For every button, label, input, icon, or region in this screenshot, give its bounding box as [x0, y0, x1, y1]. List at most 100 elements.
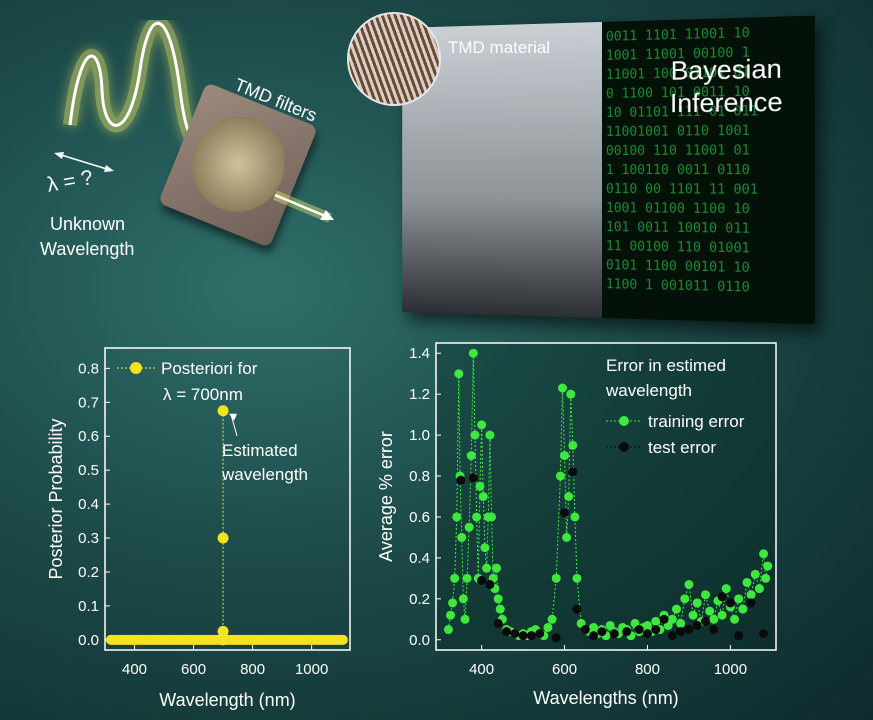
- test-error-point: [610, 629, 619, 638]
- training-error-point: [475, 482, 484, 491]
- y-tick-label: 0.6: [78, 428, 99, 445]
- y-tick-label: 0.4: [78, 496, 99, 513]
- test-error-point: [456, 476, 465, 485]
- training-error-point: [450, 574, 459, 583]
- y-axis-label: Posterior Probability: [46, 418, 66, 579]
- legend-marker-test: [619, 442, 629, 452]
- test-error-point: [572, 605, 581, 614]
- legend-title-1: Error in estimed: [606, 356, 726, 375]
- training-error-point: [668, 615, 677, 624]
- wavelength-label: Wavelength: [40, 239, 134, 260]
- training-error-point: [689, 611, 698, 620]
- test-error-point: [651, 625, 660, 634]
- x-tick-label: 1000: [714, 661, 747, 678]
- test-error-point: [535, 629, 544, 638]
- test-error-point: [469, 474, 478, 483]
- legend-marker-training: [619, 416, 629, 426]
- test-error-point: [519, 631, 528, 640]
- y-tick-label: 0.2: [78, 564, 99, 581]
- training-error-point: [543, 623, 552, 632]
- training-error-point: [470, 431, 479, 440]
- training-error-point: [730, 615, 739, 624]
- posterior-point: [218, 533, 229, 544]
- training-error-point: [496, 605, 505, 614]
- training-error-point: [562, 533, 571, 542]
- annotation-arrowhead: [229, 414, 237, 421]
- annotation-line-1: Estimated: [222, 441, 298, 460]
- training-error-point: [482, 564, 491, 573]
- training-error-point: [566, 390, 575, 399]
- test-error-point: [747, 598, 756, 607]
- training-error-point: [568, 441, 577, 450]
- training-error-point: [461, 615, 470, 624]
- bayesian-screen: 0011 1101 11001 10 1001 11001 00100 1 11…: [402, 16, 815, 325]
- training-error-point: [722, 584, 731, 593]
- y-axis-label: Average % error: [376, 431, 396, 562]
- test-error-point: [581, 625, 590, 634]
- training-error-point: [452, 512, 461, 521]
- training-error-point: [479, 492, 488, 501]
- test-error-point: [527, 631, 536, 640]
- training-error-point: [454, 369, 463, 378]
- test-error-point: [668, 631, 677, 640]
- training-error-point: [738, 605, 747, 614]
- legend-label-2: λ = 700nm: [163, 385, 243, 404]
- training-error-point: [463, 574, 472, 583]
- training-error-point: [492, 564, 501, 573]
- training-error-point: [469, 349, 478, 358]
- training-error-point: [759, 549, 768, 558]
- test-error-point: [568, 467, 577, 476]
- y-tick-label: 0.7: [78, 394, 99, 411]
- training-error-point: [676, 619, 685, 628]
- training-error-point: [564, 492, 573, 501]
- bayesian-title-line1: Bayesian: [670, 52, 783, 87]
- training-error-point: [701, 590, 710, 599]
- x-axis-label: Wavelengths (nm): [533, 688, 678, 708]
- test-error-point: [589, 631, 598, 640]
- x-tick-label: 800: [635, 661, 660, 678]
- y-tick-label: 0.0: [409, 632, 430, 649]
- training-error-point: [718, 611, 727, 620]
- training-error-point: [548, 615, 557, 624]
- training-error-point: [552, 574, 561, 583]
- training-error-point: [465, 523, 474, 532]
- training-error-point: [487, 512, 496, 521]
- training-error-point: [751, 570, 760, 579]
- training-error-point: [459, 594, 468, 603]
- tmd-material-image: [347, 12, 441, 106]
- training-error-point: [572, 574, 581, 583]
- test-error-point: [709, 625, 718, 634]
- y-tick-label: 1.0: [409, 427, 430, 444]
- test-error-point: [485, 580, 494, 589]
- legend-label-training: training error: [648, 412, 745, 431]
- output-arrow-icon: [270, 190, 350, 230]
- y-tick-label: 1.2: [409, 386, 430, 403]
- test-error-point: [684, 625, 693, 634]
- training-error-point: [485, 431, 494, 440]
- training-error-point: [560, 451, 569, 460]
- test-error-point: [510, 629, 519, 638]
- training-error-point: [446, 611, 455, 620]
- training-error-point: [494, 594, 503, 603]
- test-error-point: [597, 627, 606, 636]
- training-error-point: [734, 594, 743, 603]
- x-tick-label: 600: [552, 661, 577, 678]
- posterior-point: [218, 405, 229, 416]
- training-error-point: [693, 598, 702, 607]
- test-error-point: [552, 633, 561, 642]
- x-tick-label: 800: [240, 661, 265, 678]
- training-error-point: [444, 625, 453, 634]
- training-error-point: [755, 584, 764, 593]
- training-error-point: [558, 384, 567, 393]
- y-tick-label: 1.4: [409, 345, 430, 362]
- test-error-point: [494, 619, 503, 628]
- error-chart: 0.00.20.40.60.81.01.21.4400 600 800 1000Wav…: [370, 335, 790, 710]
- posterior-chart: 0.0 0.1 0.2 0.3 0.4 0.5 0.6 0.7 0.8 400 600 800 1000…: [40, 340, 360, 710]
- legend-title-2: wavelength: [605, 381, 692, 400]
- legend-label-test: test error: [648, 438, 716, 457]
- training-error-point: [480, 543, 489, 552]
- test-error-point: [643, 629, 652, 638]
- training-error-point: [684, 580, 693, 589]
- annotation-line-2: wavelength: [221, 465, 308, 484]
- test-error-point: [502, 627, 511, 636]
